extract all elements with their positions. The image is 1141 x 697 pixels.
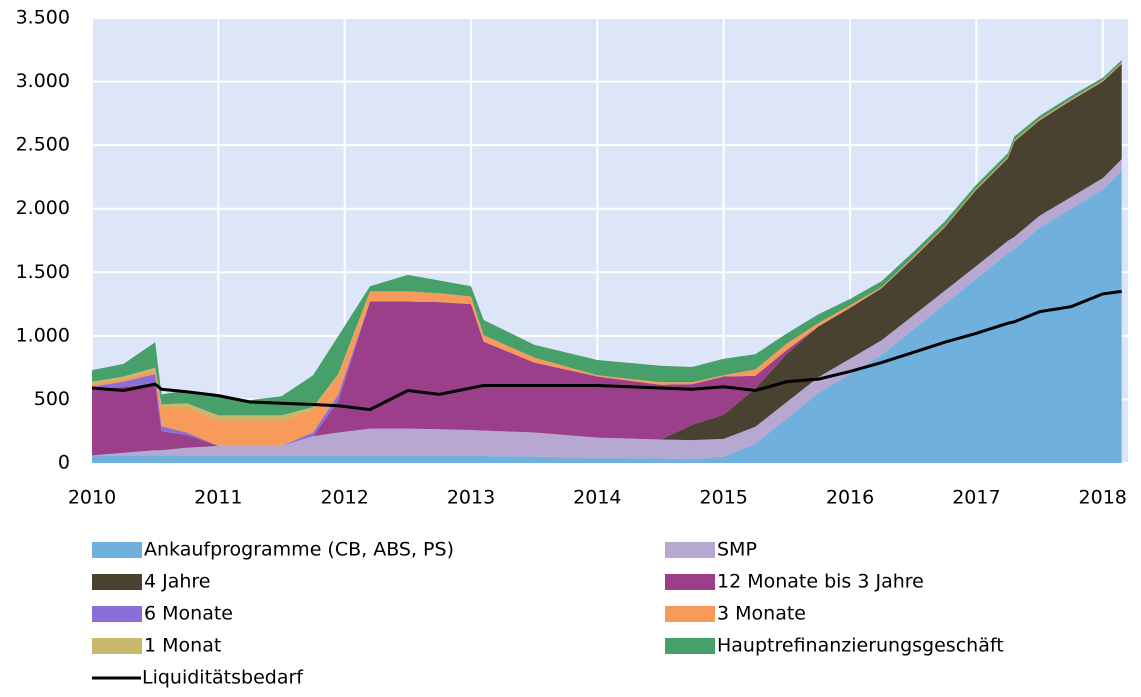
y-tick-label: 2.500	[16, 134, 70, 156]
y-tick-label: 2.000	[16, 197, 70, 219]
y-tick-label: 500	[34, 388, 70, 410]
legend-label: 6 Monate	[144, 603, 233, 625]
legend-label: Hauptrefinanzierungsgeschäft	[717, 635, 1004, 657]
x-tick-label: 2018	[1079, 487, 1127, 509]
legend-swatch	[92, 606, 142, 622]
legend-swatch	[665, 606, 715, 622]
legend-swatch	[92, 638, 142, 654]
legend-label: SMP	[717, 539, 757, 561]
legend-swatch	[92, 542, 142, 558]
x-tick-label: 2017	[952, 487, 1000, 509]
legend-label: 1 Monat	[144, 635, 221, 657]
legend-label: Ankaufprogramme (CB, ABS, PS)	[144, 539, 454, 561]
y-tick-label: 3.000	[16, 70, 70, 92]
x-tick-label: 2013	[447, 487, 495, 509]
legend-swatch	[665, 542, 715, 558]
x-tick-label: 2012	[321, 487, 369, 509]
legend-swatch	[92, 574, 142, 590]
y-tick-label: 1.500	[16, 261, 70, 283]
legend-label: 4 Jahre	[144, 571, 211, 593]
legend-swatch	[665, 638, 715, 654]
legend-label: 3 Monate	[717, 603, 806, 625]
y-tick-label: 3.500	[16, 7, 70, 29]
area	[92, 59, 1122, 416]
area	[92, 170, 1122, 464]
line	[91, 289, 1122, 412]
x-tick-label: 2014	[573, 487, 621, 509]
x-tick-label: 2010	[68, 487, 116, 509]
legend-label: 12 Monate bis 3 Jahre	[717, 571, 924, 593]
legend-swatch	[665, 574, 715, 590]
y-tick-label: 1.000	[16, 324, 70, 346]
area	[92, 62, 1122, 446]
x-tick-label: 2016	[826, 487, 874, 509]
x-tick-label: 2011	[194, 487, 242, 509]
area	[92, 63, 1122, 456]
x-tick-label: 2015	[700, 487, 748, 509]
y-tick-label: 0	[58, 452, 70, 474]
legend-label: Liquiditätsbedarf	[142, 667, 304, 689]
